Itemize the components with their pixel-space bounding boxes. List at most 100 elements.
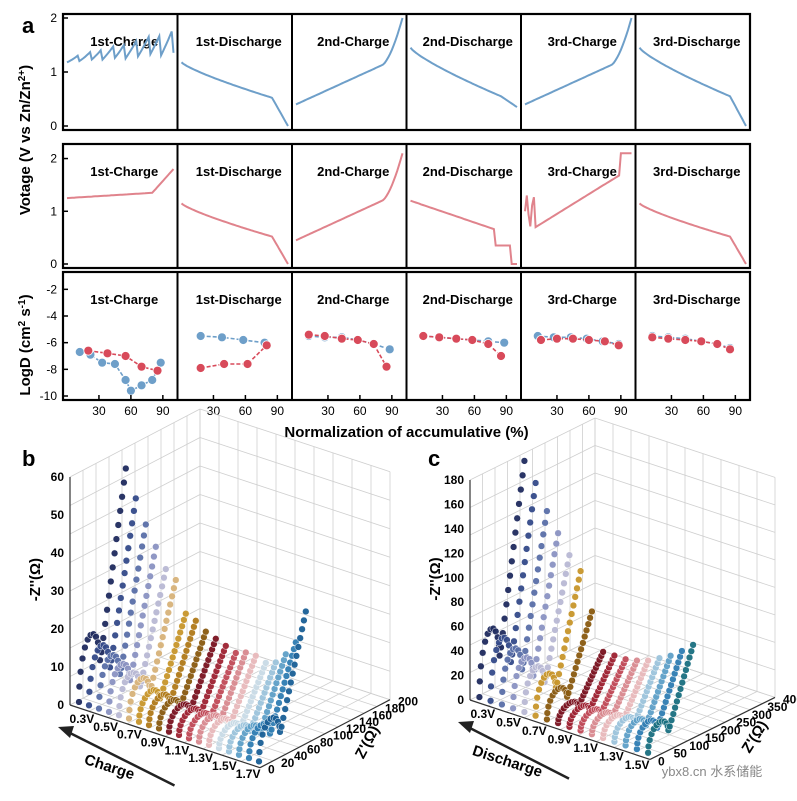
- x-tick-label: 60: [468, 404, 482, 418]
- nyquist-point: [116, 693, 125, 701]
- nyquist-point: [149, 674, 157, 682]
- segment-label: 3rd-Discharge: [653, 164, 740, 179]
- nyquist-point: [552, 540, 560, 548]
- logd-point: [303, 329, 314, 340]
- nyquist-point: [287, 678, 295, 687]
- nyquist-point: [256, 739, 265, 747]
- logd-point: [384, 344, 395, 355]
- logd-point: [568, 333, 578, 344]
- nyquist-point: [511, 528, 520, 537]
- nyquist-point: [255, 757, 263, 766]
- nyquist-point: [137, 621, 145, 630]
- nyquist-point: [567, 610, 576, 618]
- nyquist-point: [492, 646, 500, 654]
- nyquist-point: [477, 662, 485, 670]
- x-tick-label: 60: [697, 404, 711, 418]
- depth-tick-label: 100: [689, 739, 709, 753]
- nyquist-point: [498, 688, 506, 696]
- depth-tick-label: 0: [268, 763, 275, 777]
- depth-tick-label: 20: [281, 756, 295, 770]
- nyquist-point: [245, 754, 253, 762]
- nyquist-point: [182, 610, 190, 618]
- nyquist-point: [157, 641, 165, 649]
- nyquist-point: [138, 542, 146, 551]
- z-tick-label: 40: [51, 546, 65, 560]
- logd-point: [120, 375, 131, 385]
- nyquist-point: [119, 653, 127, 661]
- nyquist-point: [566, 618, 574, 627]
- nyquist-point: [258, 730, 267, 739]
- nyquist-point: [532, 655, 541, 663]
- voltage-label: 0.7V: [117, 728, 142, 742]
- nyquist-point: [669, 710, 677, 718]
- nyquist-point: [534, 645, 542, 653]
- x-tick-label: 30: [207, 404, 221, 418]
- nyquist-point: [515, 500, 523, 508]
- nyquist-point: [169, 653, 177, 662]
- nyquist-point: [503, 656, 512, 664]
- nyquist-point: [75, 698, 83, 706]
- nyquist-point: [161, 678, 169, 686]
- nyquist-point: [170, 584, 178, 592]
- nyquist-point: [130, 586, 139, 595]
- z-axis-title: -Z''(Ω): [27, 558, 44, 601]
- nyquist-point: [537, 542, 546, 550]
- nyquist-point: [581, 632, 589, 641]
- nyquist-point: [526, 518, 534, 527]
- nyquist-point: [541, 519, 549, 527]
- z-tick-label: 0: [57, 698, 64, 712]
- voltage-label: 1.3V: [599, 750, 624, 764]
- nyquist-point: [180, 616, 188, 624]
- logd-point: [352, 335, 363, 345]
- nyquist-point: [171, 683, 179, 691]
- logd-point: [368, 339, 379, 349]
- nyquist-point: [481, 638, 489, 646]
- nyquist-point: [501, 665, 509, 673]
- voltage-curve: [295, 17, 404, 106]
- x-tick-label: 90: [271, 404, 285, 418]
- x-tick-label: 30: [550, 404, 564, 418]
- voltage-label: 0.5V: [496, 716, 521, 730]
- panel-b-letter: b: [22, 446, 35, 471]
- nyquist-point: [544, 663, 552, 672]
- nyquist-point: [252, 652, 260, 660]
- nyquist-point: [543, 715, 551, 724]
- nyquist-point: [175, 671, 183, 679]
- y-tick-label: 0: [50, 119, 57, 133]
- y-tick-label: 1: [50, 65, 57, 79]
- nyquist-point: [530, 589, 538, 597]
- nyquist-point: [524, 679, 532, 688]
- nyquist-point: [182, 647, 191, 655]
- z-tick-label: 160: [444, 497, 464, 511]
- voltage-curve: [638, 47, 747, 127]
- depth-tick-label: 400: [783, 692, 797, 706]
- nyquist-point: [284, 665, 292, 673]
- voltage-label: 1.5V: [212, 759, 237, 773]
- nyquist-point: [531, 712, 540, 720]
- nyquist-point: [188, 629, 196, 637]
- nyquist-point: [135, 711, 144, 720]
- logd-point: [136, 380, 147, 391]
- nyquist-point: [560, 579, 568, 587]
- direction-arrow: [461, 722, 570, 780]
- nyquist-point: [533, 694, 541, 702]
- nyquist-point: [135, 718, 143, 726]
- x-tick-label: 90: [614, 404, 628, 418]
- nyquist-point: [504, 586, 512, 594]
- nyquist-point: [282, 672, 291, 680]
- nyquist-point: [518, 471, 527, 479]
- voltage-label: 0.3V: [70, 712, 95, 726]
- nyquist-point: [534, 565, 542, 574]
- nyquist-point: [262, 659, 270, 667]
- depth-tick-label: 180: [385, 702, 405, 716]
- nyquist-point: [134, 564, 142, 573]
- z-tick-label: 120: [444, 546, 464, 560]
- depth-tick-label: 100: [333, 729, 353, 743]
- logd-axis-title: LogD (cm2 s-1): [17, 294, 35, 395]
- x-tick-label: 30: [665, 404, 679, 418]
- nyquist-point: [541, 603, 550, 611]
- nyquist-point: [246, 740, 255, 749]
- y-tick-label: 2: [50, 152, 57, 166]
- nyquist-point: [152, 543, 160, 551]
- nyquist-point: [565, 551, 574, 559]
